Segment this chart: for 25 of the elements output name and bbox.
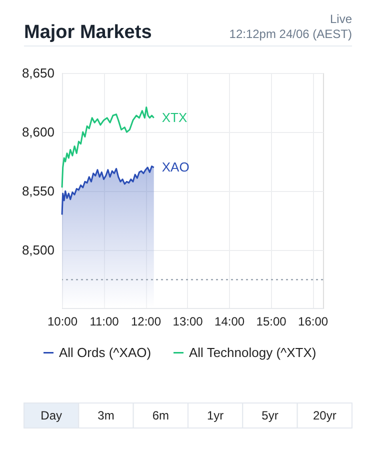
text: 20yr	[312, 408, 336, 422]
text: 5yr	[262, 408, 278, 422]
y-tick-label: 8,500	[22, 242, 54, 258]
x-tick-label: 13:00	[172, 314, 204, 328]
legend-label: All Technology (^XTX)	[189, 344, 316, 360]
line-series	[61, 106, 155, 188]
x-tick-label: 12:00	[131, 314, 162, 328]
legend-label: All Ords (^XAO)	[59, 344, 152, 360]
x-tick-label: 10:00	[47, 314, 78, 328]
annotation: XAO	[162, 159, 190, 174]
text: 1yr	[206, 408, 224, 422]
annotation: XTX	[162, 110, 188, 125]
text: Live	[330, 12, 352, 26]
text: 3m	[98, 408, 114, 422]
y-tick-label: 8,650	[22, 66, 54, 80]
text: 6m	[152, 408, 170, 422]
text: Day	[40, 408, 62, 422]
y-tick-label: 8,550	[22, 184, 54, 199]
x-tick-label: 16:00	[298, 314, 328, 328]
x-tick-label: 15:00	[256, 314, 287, 328]
chart-title: Major Markets	[24, 22, 152, 43]
x-tick-label: 14:00	[214, 314, 245, 328]
x-tick-label: 11:00	[90, 314, 120, 328]
y-tick-label: 8,600	[22, 124, 54, 140]
chart-subtitle: 12:12pm 24/06 (AEST)	[229, 27, 352, 41]
